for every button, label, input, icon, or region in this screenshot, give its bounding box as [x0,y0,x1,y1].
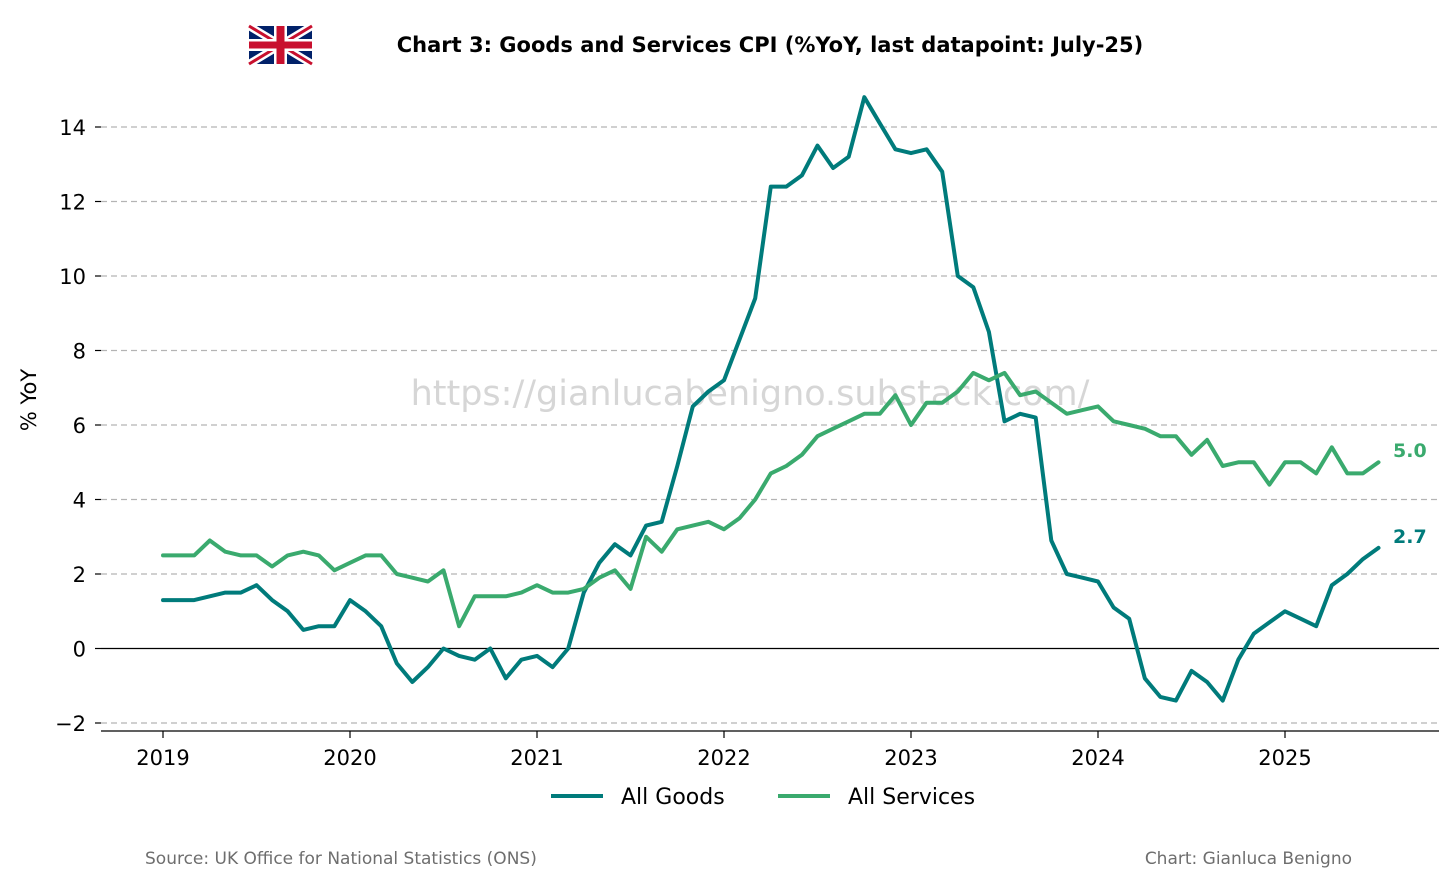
chart-credit: Chart: Gianluca Benigno [1145,849,1352,869]
x-tick-label: 2023 [884,746,937,770]
y-tick-label: 10 [59,265,86,289]
x-tick-label: 2024 [1071,746,1124,770]
source-note: Source: UK Office for National Statistic… [145,849,537,869]
watermark-text: https://gianlucabenigno.substack.com/ [411,374,1090,414]
goods-series-line [161,95,1381,703]
grid-lines [101,126,1439,724]
x-tick-label: 2022 [697,746,750,770]
chart-title: Chart 3: Goods and Services CPI (%YoY, l… [397,33,1144,57]
x-tick-labels: 2019 2020 2021 2022 2023 2024 2025 [136,731,1312,770]
y-tick-label: −2 [55,712,86,736]
goods-end-value-label: 2.7 [1393,526,1427,548]
y-tick-labels: −2 0 2 4 6 8 10 12 14 [55,116,101,736]
series-lines [161,95,1381,703]
x-tick-label: 2021 [510,746,563,770]
services-end-value-label: 5.0 [1393,440,1427,462]
legend: All Goods All Services [551,785,975,810]
y-tick-label: 14 [59,116,86,140]
x-tick-label: 2025 [1258,746,1311,770]
y-tick-label: 6 [73,414,86,438]
y-tick-label: 8 [73,340,86,364]
x-tick-label: 2020 [323,746,376,770]
x-tick-label: 2019 [136,746,189,770]
legend-label-goods: All Goods [621,785,725,810]
y-tick-label: 0 [73,638,86,662]
union-jack-flag-icon [246,22,315,68]
services-series-line [161,370,1381,629]
y-tick-label: 2 [73,563,86,587]
legend-label-services: All Services [848,785,975,810]
y-axis-label: % YoY [17,369,41,432]
y-tick-label: 12 [59,191,86,215]
y-tick-label: 4 [73,489,86,513]
